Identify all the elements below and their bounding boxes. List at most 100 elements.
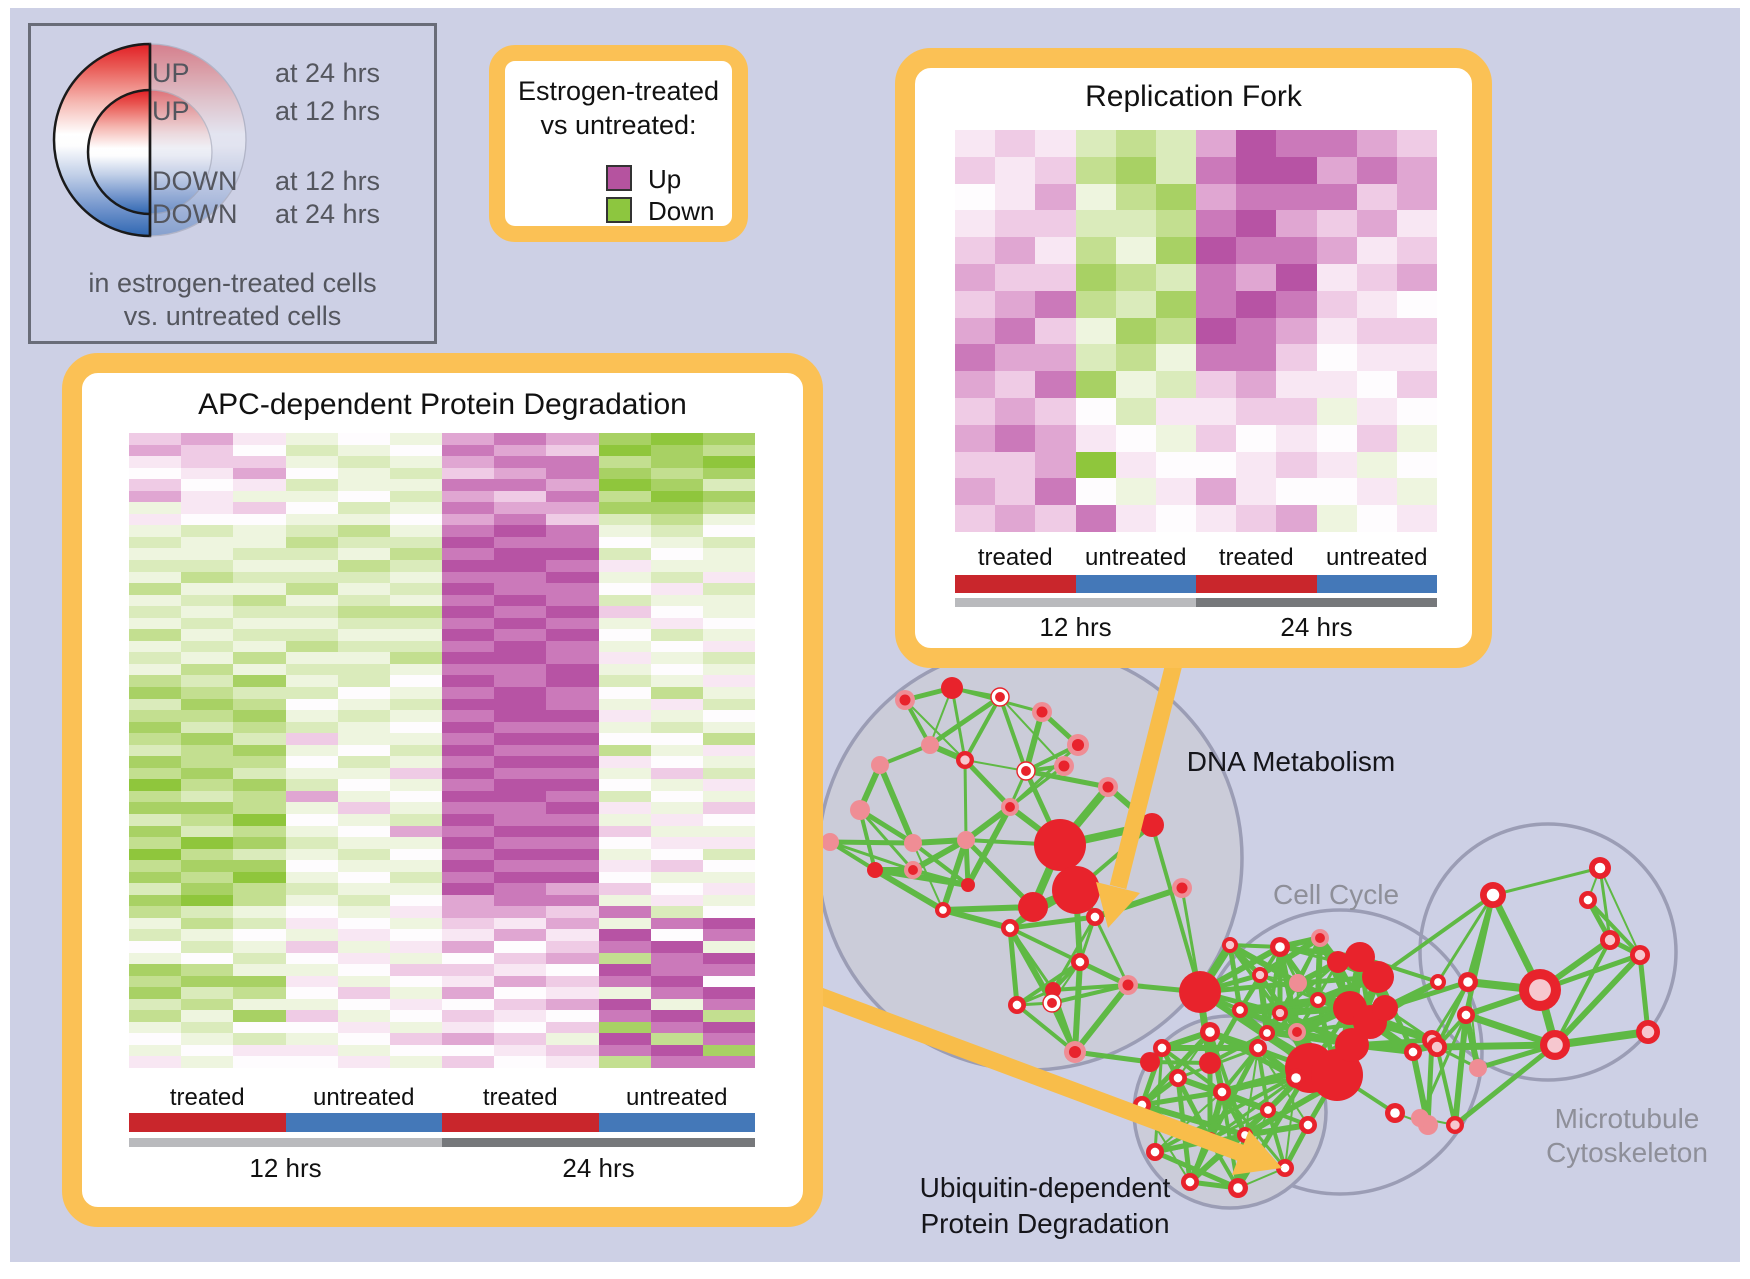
heatmap-cell xyxy=(442,571,495,584)
heatmap-cell xyxy=(546,640,599,653)
heatmap-cell xyxy=(650,744,703,757)
heatmap-cell xyxy=(233,929,286,941)
heatmap-cell xyxy=(442,583,495,595)
heatmap-cell xyxy=(129,1021,182,1034)
heatmap-cell xyxy=(285,1010,338,1022)
heatmap-cell xyxy=(129,467,182,480)
heatmap-cell xyxy=(1155,290,1196,318)
heatmap-cell xyxy=(285,640,338,653)
comparison-legend-title-line2: vs untreated: xyxy=(540,110,697,140)
heatmap-cell xyxy=(233,744,286,757)
heatmap-cell xyxy=(1075,344,1116,372)
heatmap-cell xyxy=(995,290,1036,318)
heatmap-cell xyxy=(285,1033,338,1045)
heatmap-cell xyxy=(598,756,651,768)
ubiquitin-label-line2: Protein Degradation xyxy=(920,1208,1170,1239)
heatmap-cell xyxy=(285,467,338,480)
heatmap-cell xyxy=(389,675,442,687)
heatmap-cell xyxy=(1155,183,1196,211)
heatmap-cell xyxy=(129,883,182,895)
heatmap-cell xyxy=(1356,344,1397,372)
heatmap-cell xyxy=(702,998,755,1011)
heatmap-cell xyxy=(955,156,996,184)
heatmap-cell xyxy=(233,536,286,549)
heatmap-cell xyxy=(285,456,338,468)
heatmap-cell xyxy=(598,606,651,618)
heatmap-cell xyxy=(181,560,234,572)
heatmap-cell xyxy=(389,733,442,745)
heatmap-cell xyxy=(546,502,599,514)
heatmap-cell xyxy=(1356,290,1397,318)
heatmap-cell xyxy=(494,606,547,618)
heatmap-cell xyxy=(1276,371,1317,398)
heatmap-cell xyxy=(285,687,338,699)
heatmap-cell xyxy=(181,929,234,941)
heatmap-cell xyxy=(389,952,442,965)
group-label-untreated-12h: untreated xyxy=(313,1084,415,1111)
heatmap-cell xyxy=(955,183,996,211)
heatmap-cell xyxy=(702,490,755,503)
heatmap-cell xyxy=(389,652,442,664)
heatmap-cell xyxy=(233,663,286,676)
heatmap-cell xyxy=(955,317,996,345)
heatmap-cell xyxy=(546,767,599,780)
heatmap-cell xyxy=(233,848,286,861)
heatmap-cell xyxy=(1035,130,1076,157)
heatmap-cell xyxy=(598,594,651,607)
heatmap-cell xyxy=(598,790,651,803)
heatmap-cell xyxy=(285,906,338,918)
heatmap-cell xyxy=(598,825,651,838)
heatmap-cell xyxy=(285,825,338,838)
heatmap-cell xyxy=(285,998,338,1011)
heatmap-cell xyxy=(494,652,547,664)
heatmap-cell xyxy=(285,629,338,641)
heatmap-cell xyxy=(598,906,651,918)
heatmap-cell xyxy=(389,617,442,630)
heatmap-cell xyxy=(1115,210,1156,238)
heatmap-cell xyxy=(181,1056,234,1068)
apc-degradation-title: APC-dependent Protein Degradation xyxy=(198,388,687,421)
heatmap-cell xyxy=(389,525,442,537)
heatmap-cell xyxy=(702,698,755,711)
heatmap-cell xyxy=(181,987,234,999)
heatmap-cell xyxy=(233,490,286,503)
heatmap-cell xyxy=(1236,156,1277,184)
heatmap-cell xyxy=(1316,505,1357,532)
heatmap-cell xyxy=(442,456,495,468)
heatmap-cell xyxy=(337,536,390,549)
heatmap-cell xyxy=(702,536,755,549)
heatmap-cell xyxy=(650,790,703,803)
heatmap-cell xyxy=(285,790,338,803)
heatmap-cell xyxy=(285,779,338,791)
heatmap-cell xyxy=(650,525,703,537)
heatmap-cell xyxy=(650,802,703,814)
heatmap-cell xyxy=(389,779,442,791)
heatmap-cell xyxy=(285,860,338,872)
heatmap-cell xyxy=(494,663,547,676)
heatmap-cell xyxy=(442,467,495,480)
heatmap-cell xyxy=(1035,317,1076,345)
heatmap-cell xyxy=(1075,263,1116,291)
heatmap-cell xyxy=(702,814,755,826)
heatmap-cell xyxy=(494,837,547,849)
heatmap-cell xyxy=(546,433,599,445)
heatmap-cell xyxy=(995,478,1036,506)
heatmap-cell xyxy=(389,998,442,1011)
heatmap-cell xyxy=(233,767,286,780)
heatmap-cell xyxy=(285,617,338,630)
heatmap-cell xyxy=(285,606,338,618)
heatmap-cell xyxy=(389,964,442,976)
heatmap-cell xyxy=(1035,344,1076,372)
heatmap-cell xyxy=(1155,371,1196,398)
heatmap-cell xyxy=(650,998,703,1011)
heatmap-cell xyxy=(1356,505,1397,532)
heatmap-cell xyxy=(598,548,651,560)
heatmap-cell xyxy=(1155,451,1196,479)
heatmap-cell xyxy=(1035,183,1076,211)
heatmap-cell xyxy=(1035,263,1076,291)
heatmap-cell xyxy=(233,583,286,595)
time-bar-24h xyxy=(442,1138,755,1147)
heatmap-cell xyxy=(442,837,495,849)
heatmap-cell xyxy=(442,710,495,722)
heatmap-cell xyxy=(702,467,755,480)
